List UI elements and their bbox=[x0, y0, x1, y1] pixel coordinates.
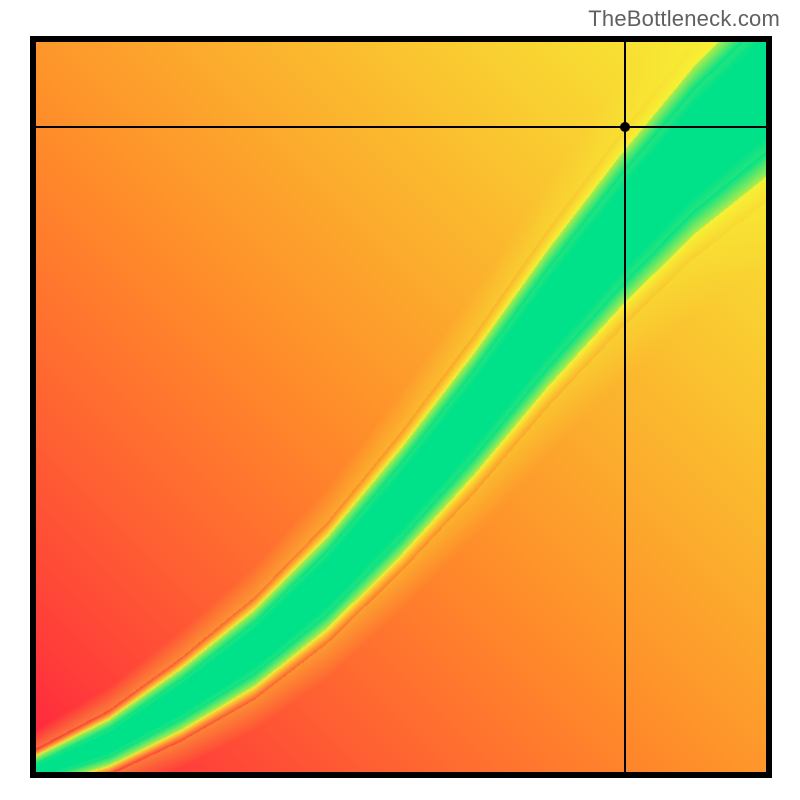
crosshair-vertical bbox=[624, 42, 626, 772]
watermark-text: TheBottleneck.com bbox=[588, 6, 780, 32]
plot-frame bbox=[30, 36, 772, 778]
crosshair-horizontal bbox=[36, 126, 766, 128]
